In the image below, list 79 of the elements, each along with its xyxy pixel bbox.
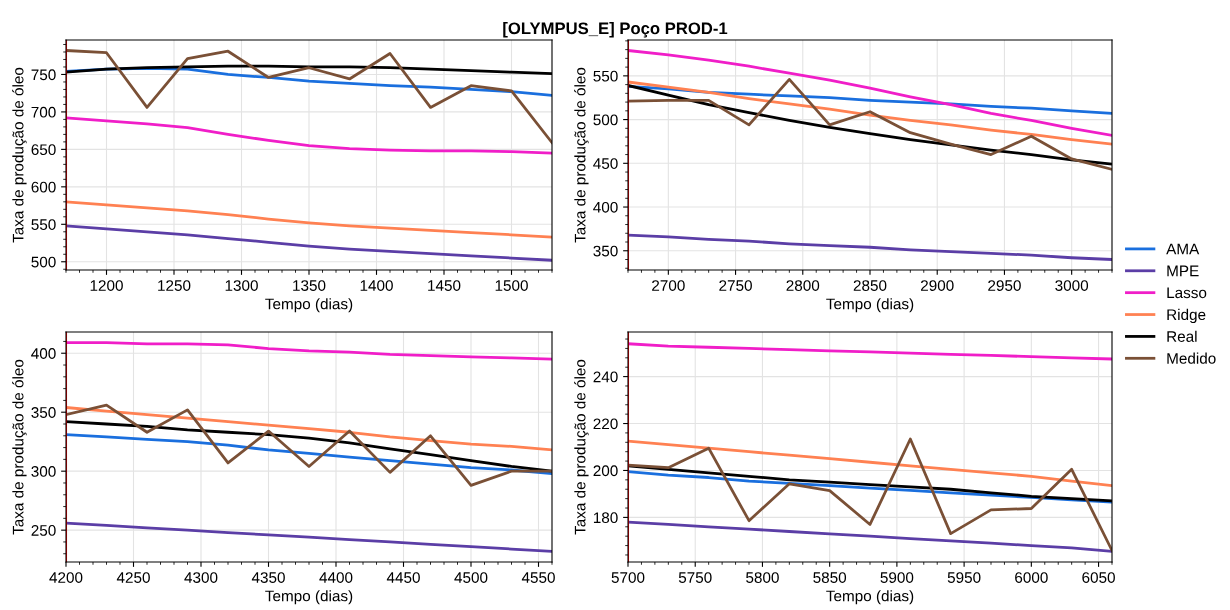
- x-tick-label: 1300: [225, 280, 258, 291]
- line-series: [628, 439, 1112, 488]
- y-axis-title: Taxa de produção de óleo: [12, 67, 27, 243]
- x-tick-label: 1450: [428, 280, 461, 291]
- line-series: [628, 49, 1112, 137]
- x-tick-label: 2950: [988, 280, 1021, 291]
- x-tick-label: 2900: [921, 280, 954, 291]
- line-series: [66, 200, 552, 239]
- y-tick-label: 180: [593, 512, 618, 524]
- y-tick-label: 400: [31, 348, 56, 359]
- y-tick-label: 500: [593, 114, 618, 126]
- x-tick-label: 4250: [116, 572, 150, 583]
- x-tick-label: 1200: [90, 280, 123, 291]
- x-tick-label: 2700: [652, 280, 685, 291]
- line-series: [66, 341, 552, 361]
- x-tick-label: 2800: [786, 280, 820, 291]
- x-axis-title: Tempo (dias): [826, 590, 914, 605]
- x-tick-label: 1350: [293, 280, 326, 291]
- y-axis-title: Taxa de produção de óleo: [12, 359, 27, 535]
- x-axis-title: Tempo (dias): [265, 298, 353, 313]
- y-tick-label: 650: [31, 144, 56, 156]
- y-axis-title: Taxa de produção de óleo: [574, 359, 589, 535]
- legend-label: Medido: [1167, 352, 1216, 364]
- x-tick-label: 4200: [49, 572, 83, 583]
- legend-label: Lasso: [1167, 287, 1207, 299]
- x-tick-label: 5750: [678, 572, 712, 583]
- legend-label: AMA: [1166, 243, 1200, 255]
- x-tick-label: 5850: [813, 572, 847, 583]
- x-tick-label: 1500: [495, 280, 528, 291]
- legend-label: MPE: [1167, 265, 1199, 277]
- x-tick-label: 4350: [251, 572, 285, 583]
- line-series: [66, 49, 552, 145]
- y-tick-label: 240: [593, 371, 618, 383]
- y-tick-label: 550: [593, 70, 618, 82]
- y-tick-label: 200: [593, 465, 618, 477]
- y-tick-label: 350: [31, 407, 56, 418]
- x-tick-label: 4400: [319, 572, 353, 583]
- y-tick-label: 400: [593, 201, 618, 213]
- x-tick-label: 2750: [719, 280, 752, 291]
- y-tick-label: 220: [593, 418, 618, 430]
- y-tick-label: 450: [593, 158, 618, 169]
- x-tick-label: 5900: [880, 572, 914, 583]
- x-tick-label: 5800: [746, 572, 779, 583]
- x-axis-title: Tempo (dias): [265, 590, 353, 605]
- y-tick-label: 350: [593, 245, 618, 257]
- line-series: [66, 116, 552, 155]
- y-tick-label: 250: [31, 525, 56, 536]
- x-tick-label: 2850: [853, 280, 887, 291]
- legend-label: Real: [1167, 330, 1197, 342]
- line-series: [66, 406, 552, 452]
- x-tick-label: 1400: [360, 280, 393, 291]
- y-tick-label: 700: [31, 106, 56, 118]
- line-series: [66, 403, 552, 487]
- x-tick-label: 4550: [521, 572, 555, 583]
- line-series: [628, 233, 1112, 261]
- x-tick-label: 4450: [386, 572, 420, 583]
- text: [OLYMPUS_E] Poço PROD-1: [503, 22, 728, 38]
- x-tick-label: 5700: [611, 572, 645, 583]
- x-tick-label: 6050: [1082, 572, 1115, 583]
- x-tick-label: 1250: [158, 280, 191, 291]
- line-series: [628, 342, 1112, 361]
- line-series: [628, 437, 1112, 552]
- y-tick-label: 600: [31, 181, 56, 193]
- line-series: [628, 80, 1112, 146]
- y-tick-label: 550: [31, 219, 56, 230]
- line-series: [628, 520, 1112, 553]
- y-axis-title: Taxa de produção de óleo: [574, 67, 589, 243]
- x-tick-label: 4500: [454, 572, 488, 583]
- x-tick-label: 3000: [1055, 280, 1089, 291]
- x-axis-title: Tempo (dias): [826, 298, 914, 313]
- y-tick-label: 300: [31, 466, 56, 477]
- x-tick-label: 4300: [184, 572, 218, 583]
- x-tick-label: 6000: [1015, 572, 1048, 583]
- y-tick-label: 500: [31, 256, 56, 268]
- line-series: [66, 224, 552, 262]
- legend-label: Ridge: [1167, 308, 1206, 324]
- line-series: [66, 521, 552, 553]
- y-tick-label: 750: [31, 69, 56, 81]
- x-tick-label: 5950: [947, 572, 981, 583]
